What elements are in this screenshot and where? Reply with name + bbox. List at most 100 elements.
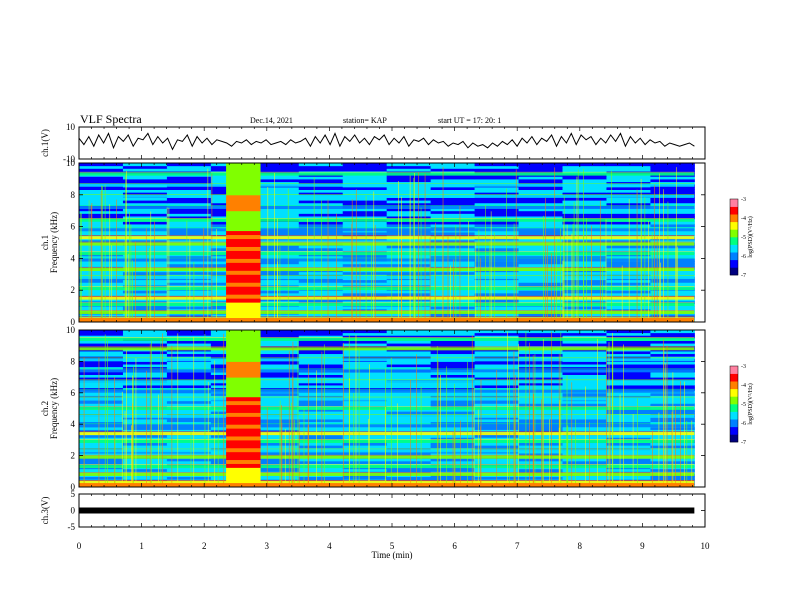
heatmap-cell <box>122 382 168 386</box>
bright-interval-cell <box>226 396 261 402</box>
heatmap-cell <box>562 178 607 183</box>
ch1-spec-tick-label: 8 <box>71 190 76 200</box>
heatmap-cell <box>298 429 344 433</box>
ch2-spec-colorbar-segment <box>730 396 738 405</box>
heatmap-cell <box>122 421 168 425</box>
heatmap-cell <box>166 445 212 449</box>
heatmap-cell <box>386 234 432 238</box>
heatmap-cell <box>518 290 563 294</box>
heatmap-cell <box>342 361 388 365</box>
heatmap-cell <box>254 210 300 214</box>
heatmap-cell <box>122 345 168 349</box>
heatmap-cell <box>254 418 300 423</box>
bright-interval-cell <box>226 250 261 255</box>
heatmap-cell <box>386 261 432 265</box>
heatmap-cell <box>518 216 563 220</box>
heatmap-cell <box>166 271 212 275</box>
heatmap-cell <box>606 377 651 381</box>
heatmap-cell <box>342 298 388 302</box>
heatmap-cell <box>298 374 344 378</box>
heatmap-cell <box>166 384 212 389</box>
heatmap-cell <box>122 178 168 183</box>
heatmap-cell <box>518 437 563 441</box>
heatmap-cell <box>606 165 651 169</box>
heatmap-cell <box>474 263 520 267</box>
ch3-tick-label: 0 <box>71 506 76 516</box>
heatmap-cell <box>298 392 344 396</box>
heatmap-cell <box>650 263 695 267</box>
heatmap-cell <box>606 452 651 457</box>
bright-interval-cell <box>226 447 261 453</box>
heatmap-cell <box>122 343 168 347</box>
heatmap-cell <box>430 250 476 254</box>
bright-interval-cell <box>226 463 261 468</box>
bright-interval-cell <box>226 270 261 275</box>
heatmap-cell <box>166 442 212 446</box>
heatmap-cell <box>254 178 300 183</box>
heatmap-cell <box>650 250 695 254</box>
heatmap-cell <box>518 366 563 370</box>
heatmap-cell <box>342 263 388 267</box>
heatmap-cell <box>166 437 212 441</box>
heatmap-cell <box>122 234 168 238</box>
heatmap-cell <box>166 408 212 412</box>
heatmap-cell <box>298 223 344 228</box>
heatmap-cell <box>166 245 212 249</box>
heatmap-cell <box>386 374 432 378</box>
heatmap-cell <box>298 197 344 201</box>
heatmap-cell <box>298 471 344 475</box>
heatmap-cell <box>298 208 344 212</box>
heatmap-cell <box>298 479 344 483</box>
bright-interval-cell <box>226 333 261 339</box>
heatmap-cell <box>606 271 651 275</box>
heatmap-cell <box>562 274 607 278</box>
bright-interval-cell <box>226 475 261 480</box>
heatmap-cell <box>79 353 124 357</box>
heatmap-cell <box>166 250 212 254</box>
heatmap-cell <box>342 458 388 462</box>
bright-interval-cell <box>226 377 261 382</box>
heatmap-cell <box>518 274 563 278</box>
heatmap-cell <box>650 306 695 310</box>
heatmap-cell <box>122 176 168 180</box>
heatmap-cell <box>606 274 651 278</box>
heatmap-cell <box>386 452 432 457</box>
ch1-spec-colorbar-tick: -6 <box>741 254 746 260</box>
frequency-band <box>79 347 695 351</box>
heatmap-cell <box>298 421 344 425</box>
heatmap-cell <box>79 330 124 334</box>
heatmap-cell <box>79 452 124 457</box>
heatmap-cell <box>298 202 344 206</box>
heatmap-cell <box>606 290 651 294</box>
heatmap-cell <box>342 314 388 318</box>
ch1-spectrogram-panel: 0 2 4 6 8 10 ch.1 Frequency (kHz) <box>40 158 706 327</box>
heatmap-cell <box>606 364 651 368</box>
heatmap-cell <box>342 245 388 249</box>
heatmap-cell <box>342 471 388 475</box>
heatmap-cell <box>606 335 651 339</box>
heatmap-cell <box>386 189 432 193</box>
heatmap-cell <box>298 468 344 472</box>
heatmap-cell <box>606 250 651 254</box>
heatmap-cell <box>79 384 124 389</box>
heatmap-cell <box>518 210 563 214</box>
heatmap-cell <box>474 250 520 254</box>
heatmap-cell <box>430 223 476 228</box>
heatmap-cell <box>386 377 432 381</box>
heatmap-cell <box>650 234 695 238</box>
heatmap-cell <box>474 364 520 368</box>
heatmap-cell <box>122 200 168 204</box>
heatmap-cell <box>474 231 520 236</box>
heatmap-cell <box>298 247 344 251</box>
heatmap-cell <box>342 168 388 172</box>
bright-interval-cell <box>226 218 261 224</box>
heatmap-cell <box>386 221 432 225</box>
heatmap-cell <box>166 340 212 344</box>
ch1-spec-colorbar-tick: -7 <box>741 273 746 279</box>
heatmap-cell <box>650 255 695 259</box>
heatmap-cell <box>166 163 212 167</box>
heatmap-cell <box>298 178 344 183</box>
ch1-spec-tick-label: 10 <box>66 158 76 168</box>
heatmap-cell <box>122 437 168 441</box>
heatmap-cell <box>562 234 607 238</box>
